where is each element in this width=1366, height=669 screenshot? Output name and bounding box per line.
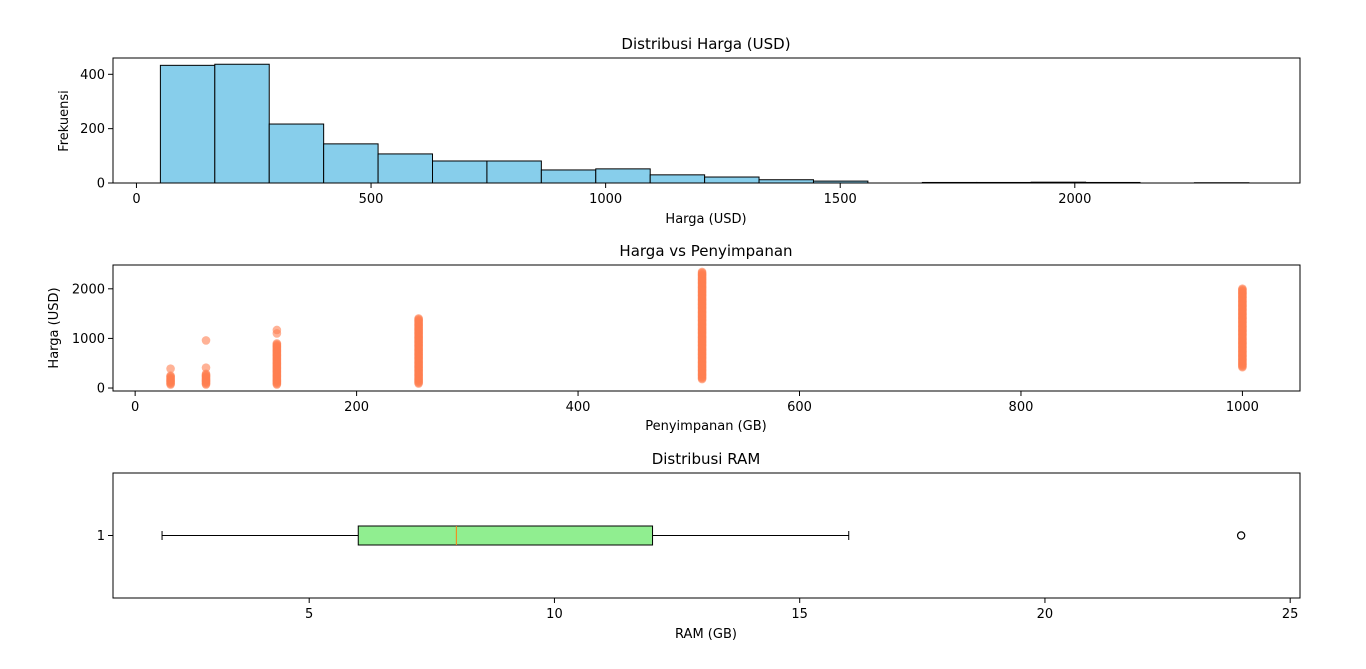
scatter-point (166, 364, 175, 373)
boxplot-panel: Distribusi RAM 5 10 15 20 25 1 RAM (GB) (97, 450, 1301, 642)
boxplot-elements (161, 525, 1246, 546)
boxplot-x-tick-label: 15 (791, 607, 808, 622)
scatter-point (697, 267, 707, 277)
scatter-point (201, 369, 211, 379)
scatter-points (166, 267, 1247, 389)
scatter-y-tick-label: 2000 (72, 282, 105, 297)
histogram-bar (268, 123, 325, 184)
boxplot-x-label: RAM (GB) (675, 627, 737, 642)
boxplot-outlier (1236, 531, 1246, 540)
boxplot-x-ticks: 5 10 15 20 25 (305, 598, 1298, 622)
scatter-y-tick-label: 1000 (72, 332, 105, 347)
scatter-point (201, 336, 211, 345)
histogram-frame (112, 57, 1301, 184)
scatter-x-tick-label: 400 (566, 400, 591, 415)
scatter-y-tick-label: 0 (97, 382, 105, 397)
histogram-x-tick-label: 500 (359, 192, 384, 207)
histogram-bar (214, 63, 270, 184)
boxplot-x-tick-label: 20 (1037, 607, 1054, 622)
histogram-bar (704, 176, 760, 184)
histogram-panel: Distribusi Harga (USD) 0 500 1000 1500 2000 … (57, 35, 1301, 227)
scatter-x-tick-label: 800 (1009, 400, 1034, 415)
scatter-x-tick-label: 0 (131, 400, 139, 415)
boxplot-x-tick-label: 5 (305, 607, 313, 622)
boxplot-title: Distribusi RAM (652, 450, 761, 468)
histogram-bars (159, 63, 1250, 184)
scatter-point (201, 363, 211, 372)
scatter-frame (112, 264, 1301, 392)
histogram-y-ticks: 0 200 400 (80, 68, 113, 192)
scatter-point (1238, 284, 1247, 293)
boxplot-x-tick-label: 10 (546, 607, 563, 622)
histogram-x-label: Harga (USD) (665, 212, 746, 227)
scatter-panel: Harga vs Penyimpanan 0 200 400 600 800 1000 0… (47, 242, 1301, 434)
histogram-bar (649, 174, 706, 184)
histogram-x-tick-label: 2000 (1058, 192, 1091, 207)
histogram-bar (432, 160, 488, 184)
boxplot-x-tick-label: 25 (1282, 607, 1299, 622)
histogram-x-tick-label: 0 (132, 192, 140, 207)
boxplot-y-tick-label: 1 (97, 529, 105, 544)
histogram-x-ticks: 0 500 1000 1500 2000 (132, 183, 1091, 207)
histogram-y-tick-label: 0 (97, 177, 105, 192)
histogram-bar (486, 160, 542, 184)
histogram-y-label: Frekuensi (57, 90, 72, 152)
histogram-bar (540, 169, 597, 184)
histogram-y-tick-label: 400 (80, 68, 105, 83)
scatter-point (272, 325, 282, 335)
boxplot-frame (112, 472, 1301, 599)
scatter-point (166, 371, 175, 380)
scatter-x-tick-label: 600 (787, 400, 812, 415)
scatter-x-label: Penyimpanan (GB) (645, 419, 767, 434)
histogram-x-tick-label: 1000 (589, 192, 622, 207)
histogram-x-tick-label: 1500 (824, 192, 857, 207)
histogram-bar (323, 143, 379, 184)
histogram-bar (159, 64, 216, 184)
scatter-point (272, 339, 282, 348)
scatter-y-ticks: 0 1000 2000 (72, 282, 113, 397)
scatter-title: Harga vs Penyimpanan (619, 242, 792, 260)
histogram-bar (377, 153, 434, 184)
histogram-y-tick-label: 200 (80, 122, 105, 137)
histogram-bar (595, 168, 651, 184)
boxplot-box (357, 525, 654, 546)
histogram-title: Distribusi Harga (USD) (621, 35, 790, 53)
scatter-y-label: Harga (USD) (47, 287, 62, 368)
boxplot-y-ticks: 1 (97, 529, 113, 544)
scatter-x-tick-label: 1000 (1226, 400, 1259, 415)
scatter-x-tick-label: 200 (344, 400, 369, 415)
scatter-point (414, 314, 423, 323)
scatter-x-ticks: 0 200 400 600 800 1000 (131, 391, 1259, 415)
